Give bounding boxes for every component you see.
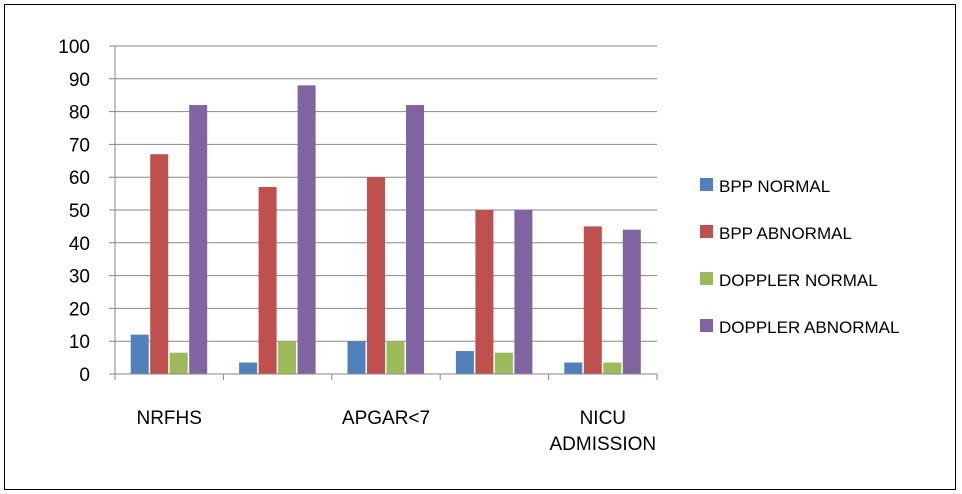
x-category-label: APGAR<7 xyxy=(342,408,430,429)
y-tick-label: 0 xyxy=(79,365,90,386)
bar xyxy=(347,341,366,374)
y-tick-label: 100 xyxy=(58,37,90,58)
legend-label: DOPPLER NORMAL xyxy=(719,271,878,290)
legend: BPP NORMAL BPP ABNORMAL DOPPLER NORMAL DOPP… xyxy=(700,177,899,337)
x-category-label-line: APGAR<7 xyxy=(342,408,430,429)
y-tick-label: 10 xyxy=(69,332,90,353)
legend-label: DOPPLER ABNORMAL xyxy=(719,318,899,337)
legend-label: BPP NORMAL xyxy=(719,177,830,196)
bar xyxy=(475,210,494,374)
y-tick-label: 50 xyxy=(69,201,90,222)
bar xyxy=(494,352,513,374)
y-tick-label: 80 xyxy=(69,103,90,124)
bar xyxy=(514,210,533,374)
x-category-label: NICU ADMISSION xyxy=(549,408,656,455)
x-category-label-line: NRFHS xyxy=(136,408,201,429)
bar xyxy=(386,341,405,374)
legend-swatch xyxy=(700,319,713,332)
x-category-labels: NRFHS APGAR<7 NICU ADMISSION xyxy=(136,408,656,455)
bar xyxy=(297,85,316,375)
legend-swatch xyxy=(700,272,713,285)
bar xyxy=(130,334,149,374)
bar xyxy=(583,226,602,374)
bar xyxy=(169,352,188,374)
bar xyxy=(239,362,258,374)
bar xyxy=(258,187,277,374)
y-tick-labels: 0 10 20 30 40 50 60 70 80 90 100 xyxy=(58,37,90,386)
bar xyxy=(564,362,583,374)
y-tick-label: 20 xyxy=(69,299,90,320)
y-tick-label: 60 xyxy=(69,168,90,189)
y-tick-label: 70 xyxy=(69,135,90,156)
bar xyxy=(622,229,641,374)
y-tick-label: 40 xyxy=(69,234,90,255)
x-category-label: NRFHS xyxy=(136,408,201,429)
bar xyxy=(278,341,297,374)
y-tick-label: 30 xyxy=(69,267,90,288)
bar xyxy=(406,105,424,374)
legend-swatch xyxy=(700,225,713,238)
x-category-label-line: NICU xyxy=(580,408,626,429)
y-tick-label: 90 xyxy=(69,70,90,91)
legend-swatch xyxy=(700,178,713,191)
bar xyxy=(367,177,385,374)
axes xyxy=(109,45,658,380)
bar xyxy=(455,351,474,374)
bar xyxy=(150,154,169,374)
legend-label: BPP ABNORMAL xyxy=(719,224,852,243)
bar xyxy=(189,105,208,374)
bars xyxy=(130,85,641,375)
x-category-label-line: ADMISSION xyxy=(549,434,656,455)
bar xyxy=(603,362,622,374)
